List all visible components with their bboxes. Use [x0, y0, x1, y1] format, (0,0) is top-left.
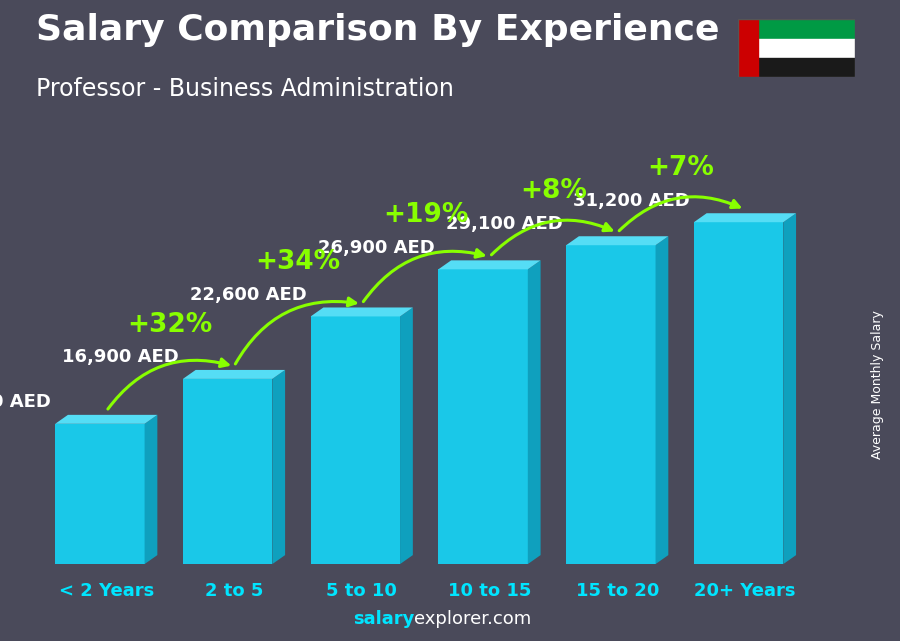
Polygon shape	[273, 370, 285, 564]
Text: +19%: +19%	[382, 202, 468, 228]
Polygon shape	[438, 269, 527, 564]
Bar	[758, 38, 855, 58]
Polygon shape	[183, 379, 273, 564]
Polygon shape	[55, 424, 145, 564]
Polygon shape	[694, 213, 796, 222]
Text: explorer.com: explorer.com	[414, 610, 531, 628]
Polygon shape	[655, 237, 669, 564]
Text: +34%: +34%	[256, 249, 340, 275]
Polygon shape	[566, 237, 669, 246]
Text: +32%: +32%	[128, 312, 212, 338]
Bar	[758, 19, 855, 38]
Bar	[738, 19, 758, 77]
Text: Professor - Business Administration: Professor - Business Administration	[36, 77, 454, 101]
Polygon shape	[310, 308, 413, 317]
Text: 31,200 AED: 31,200 AED	[573, 192, 690, 210]
Text: Average Monthly Salary: Average Monthly Salary	[871, 310, 884, 459]
Text: 2 to 5: 2 to 5	[205, 582, 263, 600]
Text: 29,100 AED: 29,100 AED	[446, 215, 562, 233]
Text: salary: salary	[353, 610, 414, 628]
Polygon shape	[438, 260, 541, 269]
Text: < 2 Years: < 2 Years	[58, 582, 154, 600]
Polygon shape	[183, 370, 285, 379]
Polygon shape	[145, 415, 158, 564]
Text: +7%: +7%	[648, 155, 715, 181]
Polygon shape	[310, 317, 400, 564]
Text: 5 to 10: 5 to 10	[327, 582, 397, 600]
Polygon shape	[400, 308, 413, 564]
Text: 20+ Years: 20+ Years	[694, 582, 796, 600]
Text: +8%: +8%	[520, 178, 587, 204]
Polygon shape	[566, 246, 655, 564]
Polygon shape	[55, 415, 158, 424]
Bar	[758, 58, 855, 77]
Text: 26,900 AED: 26,900 AED	[318, 238, 435, 257]
Polygon shape	[694, 222, 783, 564]
Text: 22,600 AED: 22,600 AED	[190, 286, 307, 304]
Text: 12,800 AED: 12,800 AED	[0, 394, 51, 412]
Text: 15 to 20: 15 to 20	[575, 582, 659, 600]
Text: 16,900 AED: 16,900 AED	[62, 348, 179, 367]
Polygon shape	[527, 260, 541, 564]
Text: Salary Comparison By Experience: Salary Comparison By Experience	[36, 13, 719, 47]
Polygon shape	[783, 213, 796, 564]
Text: 10 to 15: 10 to 15	[448, 582, 531, 600]
